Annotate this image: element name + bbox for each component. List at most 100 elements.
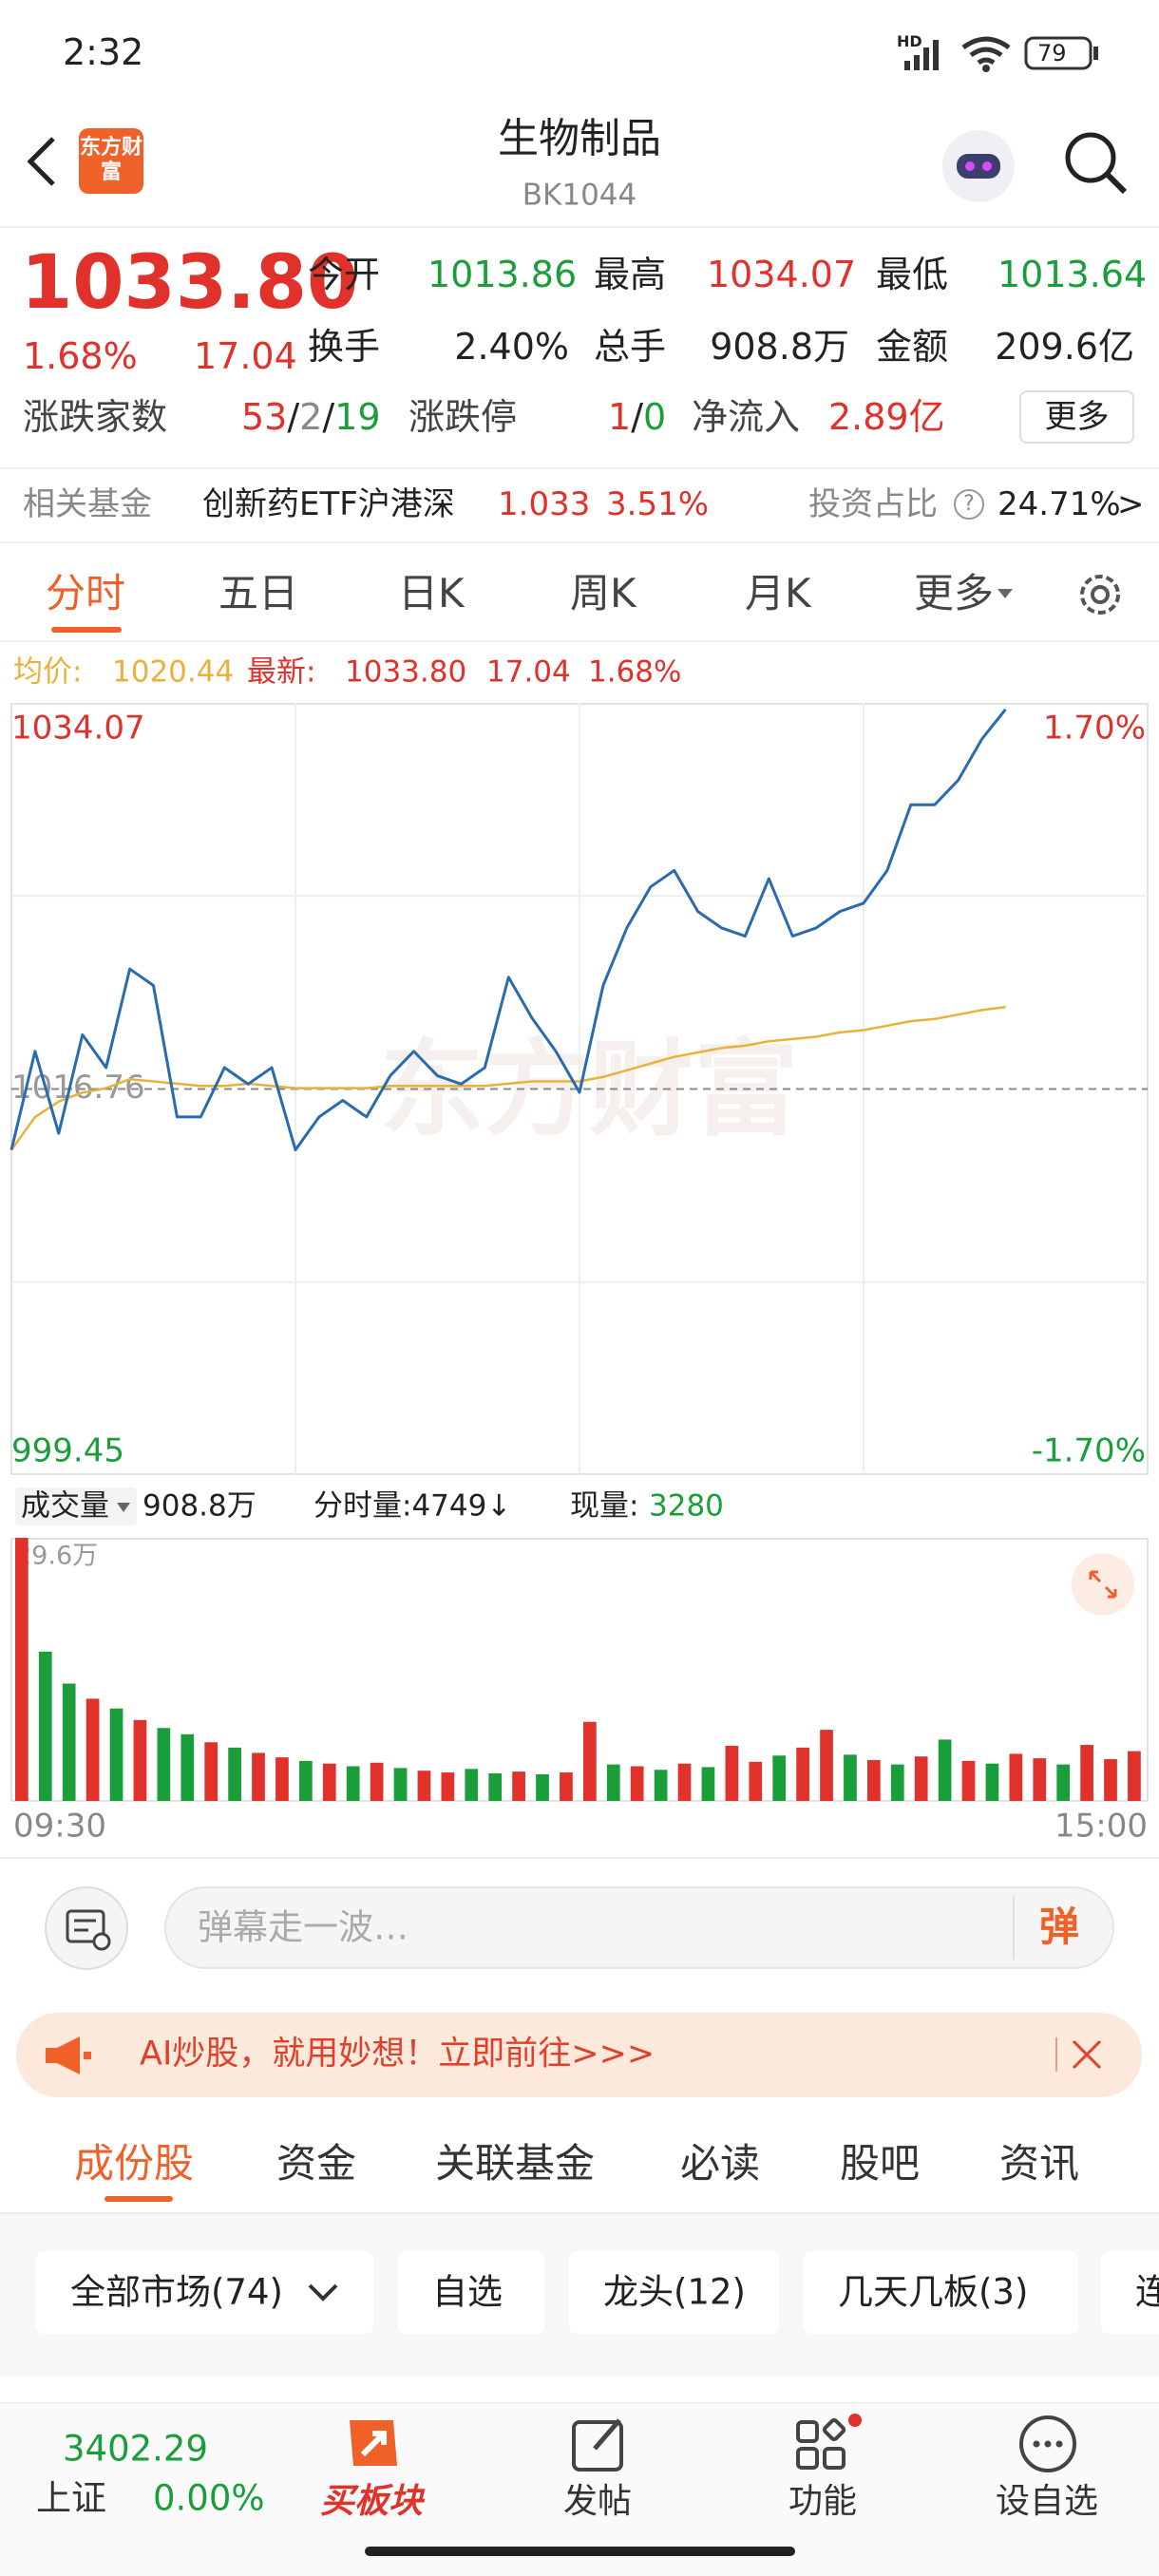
y-tick-label: 1016.76 (11, 1069, 145, 1107)
volume-bar (890, 1764, 904, 1801)
sub-tab[interactable]: 必读 (680, 2140, 761, 2187)
tab-indicator (51, 627, 122, 633)
chip-text[interactable]: 自选 (432, 2271, 503, 2313)
chip[interactable] (398, 2251, 544, 2334)
divider (0, 541, 1159, 543)
sub-tab[interactable]: 资金 (276, 2140, 357, 2187)
volume-bar (938, 1739, 952, 1801)
avg-label: 均价: (13, 654, 83, 690)
tab-active[interactable]: 分时 (46, 570, 126, 616)
volume-bar (15, 1538, 28, 1801)
divider (0, 2212, 1159, 2214)
nav-label-active[interactable]: 买板块 (320, 2482, 424, 2521)
volume-selector-text[interactable]: 成交量 (21, 1488, 109, 1524)
volume-bar (796, 1747, 809, 1801)
y2-tick-label: -1.70% (1032, 1432, 1146, 1470)
volume-selector[interactable] (15, 1487, 137, 1525)
danmaku-send[interactable]: 弹 (1039, 1904, 1080, 1950)
volume-bar (536, 1773, 549, 1801)
volume-bar (1080, 1745, 1093, 1801)
banner-text[interactable]: AI炒股，就用妙想！立即前往>>> (140, 2035, 656, 2074)
nav-icon-board[interactable] (340, 2413, 407, 2475)
turnover-value: 2.40% (454, 326, 569, 368)
danmaku-input[interactable] (164, 1886, 1114, 1969)
sub-tab-active[interactable]: 成份股 (74, 2140, 195, 2187)
back-button[interactable] (23, 133, 61, 190)
index-value[interactable]: 3402.29 (63, 2428, 209, 2470)
megaphone-icon (46, 2036, 91, 2074)
status-icons (904, 36, 1098, 72)
volume-bar (961, 1760, 976, 1801)
chip-text[interactable]: 几天几板(3) (838, 2271, 1029, 2313)
volume-bar (820, 1730, 833, 1801)
nav-label[interactable]: 发帖 (563, 2482, 633, 2521)
volume-bar (583, 1721, 597, 1801)
chip-caret (308, 2283, 338, 2301)
flat-count: 2 (299, 396, 323, 438)
high-value: 1034.07 (707, 254, 857, 295)
nav-label[interactable]: 设自选 (996, 2482, 1099, 2521)
expand-button[interactable] (1070, 1551, 1136, 1618)
low-value: 1013.64 (998, 254, 1148, 295)
ratio-arrow[interactable]: > (1117, 485, 1145, 523)
more-button[interactable]: 更多 (1019, 390, 1134, 444)
fund-price: 1.033 (498, 485, 591, 523)
chip[interactable] (804, 2251, 1078, 2334)
volume-bar (1009, 1753, 1023, 1801)
volume-bar (1128, 1751, 1141, 1801)
volume-bar (725, 1745, 739, 1801)
y-tick-label: 999.45 (11, 1432, 124, 1470)
search-button[interactable] (1060, 127, 1130, 198)
tab[interactable]: 五日 (218, 570, 299, 616)
divider (0, 640, 1159, 642)
nav-label[interactable]: 功能 (788, 2482, 858, 2521)
chip-text[interactable]: 全部市场(74) (70, 2271, 283, 2313)
inflow-value: 2.89亿 (828, 396, 945, 438)
chip[interactable] (569, 2251, 779, 2334)
x-tick-label: 09:30 (13, 1808, 106, 1846)
volume-bar (488, 1772, 503, 1801)
price-chart: 999.45 1016.76 1034.07 -1.70% 1.70% (10, 703, 1149, 1475)
plot-border (10, 1538, 1149, 1802)
sub-tab[interactable]: 股吧 (840, 2140, 921, 2187)
y-tick-label: 29.6万 (15, 1542, 98, 1571)
volume-bar (299, 1760, 313, 1801)
assistant-avatar[interactable] (936, 123, 1021, 209)
danmaku-settings[interactable] (45, 1886, 128, 1970)
ai-banner[interactable] (16, 2013, 1142, 2097)
help-icon[interactable]: ? (954, 489, 984, 520)
divider (0, 226, 1159, 228)
chip-text[interactable]: 连 (1135, 2271, 1159, 2313)
volume-bar (417, 1771, 431, 1801)
tab[interactable]: 周K (570, 570, 636, 616)
volume-bar (322, 1763, 336, 1801)
volume-bar (370, 1762, 384, 1801)
volume-bar (701, 1767, 715, 1801)
limit-label: 涨跌停 (408, 396, 518, 438)
sub-tab[interactable]: 关联基金 (435, 2140, 596, 2187)
tab[interactable]: 更多 (914, 570, 995, 616)
volume-bar (38, 1651, 52, 1801)
volume-label: 总手 (594, 326, 667, 368)
index-name[interactable]: 上证 (36, 2477, 106, 2519)
separator: / (322, 396, 335, 438)
banner-close[interactable] (1053, 2034, 1110, 2075)
chip-text[interactable]: 龙头(12) (603, 2271, 746, 2313)
settings-button[interactable] (1074, 568, 1127, 621)
nav-icon-watchlist[interactable] (1016, 2413, 1079, 2475)
index-pct[interactable]: 0.00% (153, 2477, 265, 2519)
volume-bar (844, 1754, 857, 1801)
chip[interactable] (1101, 2251, 1159, 2334)
sub-tab[interactable]: 资讯 (999, 2140, 1080, 2187)
tab[interactable]: 月K (745, 570, 811, 616)
last-change: 17.04 (486, 654, 571, 690)
nav-icon-functions[interactable] (792, 2413, 864, 2475)
volume-bar (62, 1683, 76, 1801)
nav-icon-post[interactable] (570, 2415, 629, 2473)
tab[interactable]: 日K (398, 570, 465, 616)
fund-name[interactable]: 创新药ETF沪港深 (202, 485, 455, 523)
x-tick-label: 15:00 (1054, 1808, 1148, 1846)
change-pct: 1.68% (23, 335, 138, 377)
sub-tab-indicator (104, 2196, 173, 2202)
volume-bar (180, 1733, 195, 1801)
